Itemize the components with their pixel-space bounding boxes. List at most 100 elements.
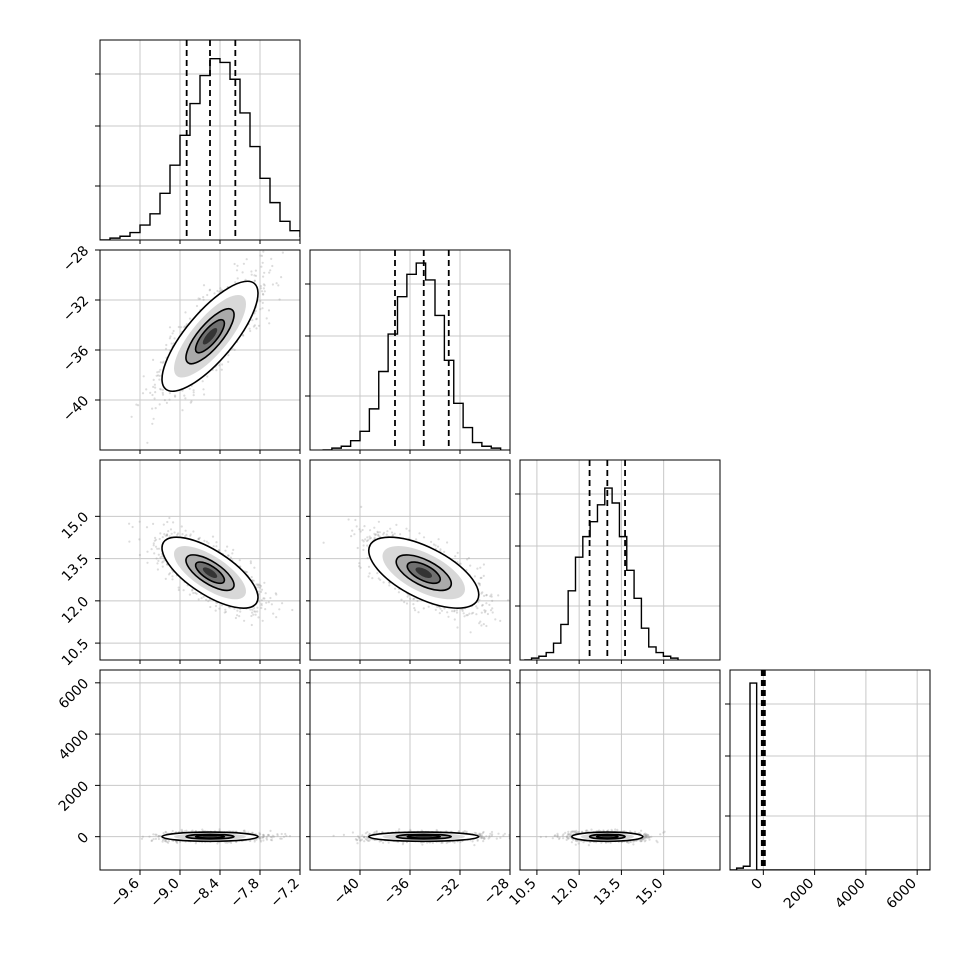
sample-point [165, 348, 167, 350]
sample-point [435, 544, 437, 546]
sample-point [205, 599, 207, 601]
sample-point [158, 379, 160, 381]
sample-point [192, 592, 194, 594]
sample-point [224, 550, 226, 552]
sample-point [169, 337, 171, 339]
sample-point [154, 540, 156, 542]
sample-point [348, 518, 350, 520]
sample-point [439, 548, 441, 550]
sample-point [391, 531, 393, 533]
sample-point [209, 606, 211, 608]
sample-point [162, 566, 164, 568]
sample-point [215, 541, 217, 543]
sample-point [166, 402, 168, 404]
sample-point [215, 369, 217, 371]
sample-point [423, 607, 425, 609]
sample-point [378, 577, 380, 579]
sample-point [261, 589, 263, 591]
sample-point [227, 354, 229, 356]
sample-point [190, 400, 192, 402]
sample-point [263, 287, 265, 289]
sample-point [153, 418, 155, 420]
sample-point [250, 270, 252, 272]
sample-point [468, 613, 470, 615]
sample-point [278, 608, 280, 610]
sample-point [413, 598, 415, 600]
sample-point [441, 610, 443, 612]
sample-point [405, 528, 407, 530]
sample-point [435, 609, 437, 611]
sample-point [360, 506, 362, 508]
sample-point [151, 408, 153, 410]
sample-point [155, 546, 157, 548]
sample-point [203, 284, 205, 286]
sample-point [261, 599, 263, 601]
sample-point [268, 309, 270, 311]
sample-point [475, 605, 477, 607]
sample-point [350, 535, 352, 537]
sample-point [368, 575, 370, 577]
sample-point [268, 601, 270, 603]
sample-point [400, 599, 402, 601]
sample-point [261, 603, 263, 605]
sample-point [280, 276, 282, 278]
sample-point [249, 330, 251, 332]
sample-point [366, 536, 368, 538]
sample-point [376, 572, 378, 574]
sample-point [363, 525, 365, 527]
sample-point [443, 551, 445, 553]
sample-point [250, 615, 252, 617]
sample-point [167, 530, 169, 532]
sample-point [158, 371, 160, 373]
sample-point [468, 557, 470, 559]
sample-point [206, 541, 208, 543]
sample-point [263, 283, 265, 285]
sample-point [285, 835, 287, 837]
sample-point [215, 545, 217, 547]
sample-point [358, 562, 360, 564]
sample-point [358, 528, 360, 530]
sample-point [171, 578, 173, 580]
sample-point [353, 533, 355, 535]
sample-point [268, 272, 270, 274]
sample-point [156, 562, 158, 564]
sample-point [262, 276, 264, 278]
sample-point [254, 324, 256, 326]
sample-point [142, 836, 144, 838]
sample-point [268, 322, 270, 324]
sample-point [467, 614, 469, 616]
sample-point [366, 545, 368, 547]
sample-point [398, 591, 400, 593]
sample-point [258, 584, 260, 586]
sample-point [488, 604, 490, 606]
sample-point [254, 280, 256, 282]
sample-point [155, 407, 157, 409]
sample-point [159, 538, 161, 540]
sample-point [199, 537, 201, 539]
sample-point [255, 275, 257, 277]
sample-point [235, 617, 237, 619]
sample-point [413, 607, 415, 609]
sample-point [146, 442, 148, 444]
sample-point [492, 611, 494, 613]
sample-point [236, 614, 238, 616]
sample-point [154, 397, 156, 399]
sample-point [261, 255, 263, 257]
sample-point [198, 297, 200, 299]
sample-point [430, 541, 432, 543]
sample-point [206, 294, 208, 296]
sample-point [262, 839, 264, 841]
sample-point [474, 575, 476, 577]
sample-point [173, 330, 175, 332]
sample-point [277, 284, 279, 286]
sample-point [476, 607, 478, 609]
sample-point [255, 614, 257, 616]
sample-point [471, 612, 473, 614]
sample-point [165, 535, 167, 537]
sample-point [360, 530, 362, 532]
sample-point [275, 593, 277, 595]
sample-point [388, 584, 390, 586]
sample-point [169, 572, 171, 574]
sample-point [246, 571, 248, 573]
sample-point [193, 389, 195, 391]
